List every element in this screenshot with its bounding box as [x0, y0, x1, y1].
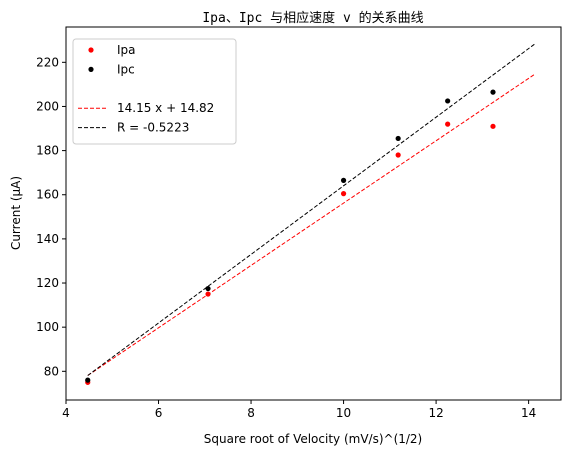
y-tick-label: 120	[36, 276, 59, 290]
ipa-point	[205, 291, 211, 297]
ipa-point	[490, 123, 496, 129]
y-tick-label: 200	[36, 99, 59, 113]
y-axis-label: Current (μA)	[9, 176, 23, 250]
ipc-point	[445, 98, 451, 104]
y-tick-label: 160	[36, 188, 59, 202]
y-tick-label: 100	[36, 320, 59, 334]
legend-label: 14.15 x + 14.82	[117, 101, 214, 115]
y-tick-label: 80	[44, 364, 59, 378]
x-tick-label: 8	[247, 406, 255, 420]
x-tick-label: 14	[521, 406, 536, 420]
ipc-point	[490, 89, 496, 95]
legend-box	[72, 38, 237, 145]
fit-line-3	[87, 43, 536, 376]
y-axis-ticks: 80 100 120 140 160 180 200 220	[36, 55, 66, 378]
y-tick-label: 220	[36, 55, 59, 69]
x-axis-ticks: 4 6 8 10 12 14	[62, 400, 536, 420]
ipc-point	[395, 135, 401, 142]
ipc-point	[340, 177, 347, 183]
legend-label: R = -0.5223	[117, 121, 189, 135]
ipa-point	[395, 152, 401, 158]
chart-title: Ipa、Ipc 与相应速度 v 的关系曲线	[202, 10, 423, 26]
ipa-point	[445, 121, 451, 127]
legend-marker	[88, 66, 94, 72]
data-points	[85, 89, 496, 385]
legend-marker	[88, 47, 94, 53]
legend-label: Ipa	[117, 43, 136, 57]
x-axis-label: Square root of Velocity (mV/s)^(1/2)	[204, 432, 423, 446]
x-tick-label: 12	[428, 406, 443, 420]
ipa-point	[340, 191, 347, 197]
legend: Ipa Ipc 14.15 x + 14.82 R = -0.5223	[72, 38, 237, 145]
y-tick-label: 140	[36, 232, 59, 246]
ipc-point	[85, 377, 91, 383]
plot-frame	[65, 26, 562, 401]
x-tick-label: 10	[336, 406, 351, 420]
legend-label: Ipc	[117, 62, 135, 76]
ipc-point	[205, 285, 211, 292]
y-tick-label: 180	[36, 144, 59, 158]
fit-lines	[87, 43, 536, 376]
x-tick-label: 6	[155, 406, 163, 420]
x-tick-label: 4	[62, 406, 70, 420]
